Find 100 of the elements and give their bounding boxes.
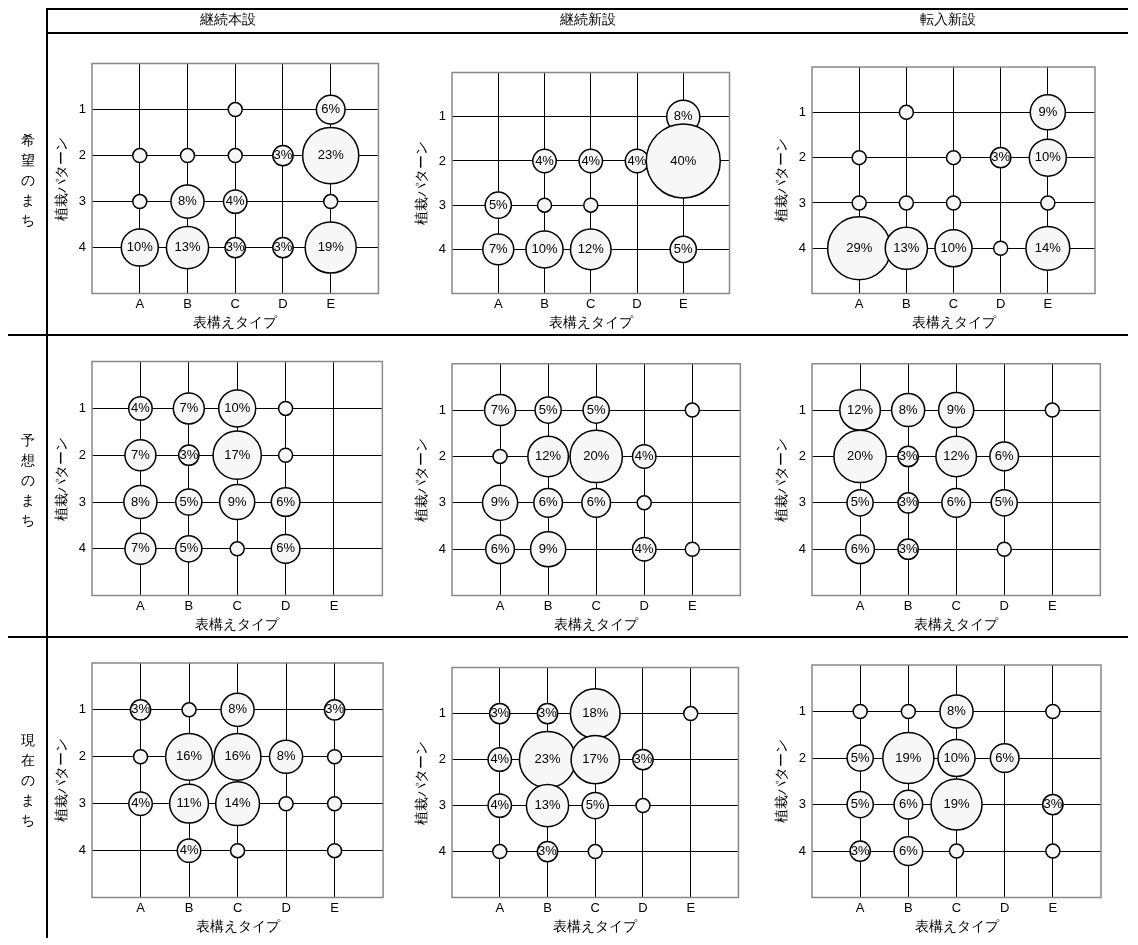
data-label: 12% [535, 448, 562, 464]
data-label: 6% [586, 494, 607, 510]
data-label: 5% [179, 493, 199, 509]
x-tick-label: C [232, 899, 243, 915]
data-label: 20% [847, 448, 874, 464]
y-axis-title: 植栽パターン [413, 740, 430, 825]
data-label: 6% [321, 101, 341, 117]
data-label: 3% [898, 540, 918, 556]
data-label: 6% [994, 448, 1015, 464]
data-label: 16% [224, 748, 252, 764]
x-axis-title: 表構えタイプ [553, 918, 639, 935]
x-tick-label: A [854, 295, 864, 311]
y-axis-title: 植栽パターン [413, 437, 430, 522]
data-label: 8% [178, 193, 198, 209]
data-label: 4% [535, 152, 555, 168]
x-tick-label: B [184, 899, 194, 915]
data-label: 3% [538, 705, 558, 721]
y-tick-label: 2 [798, 749, 807, 765]
data-label: 7% [179, 399, 199, 415]
data-label: 7% [131, 540, 151, 556]
data-label: 9% [1038, 103, 1058, 119]
y-tick-label: 4 [78, 239, 87, 255]
data-label: 3% [898, 448, 918, 464]
category-label: 継続本設 [199, 10, 257, 29]
x-tick-label: B [184, 597, 194, 613]
x-axis-title: 表構えタイプ [554, 616, 640, 633]
data-label: 7% [131, 446, 151, 462]
category-label: 継続新設 [559, 10, 617, 29]
data-label: 5% [585, 797, 606, 813]
y-tick-label: 2 [438, 152, 447, 168]
x-tick-label: D [632, 295, 642, 311]
data-label: 6% [276, 540, 296, 556]
x-tick-label: D [278, 295, 288, 311]
data-label: 17% [224, 446, 251, 462]
data-label: 12% [943, 448, 970, 464]
data-label: 6% [898, 796, 919, 812]
x-tick-label: A [135, 295, 145, 311]
y-tick-label: 2 [798, 149, 807, 165]
data-label: 19% [317, 239, 345, 255]
x-tick-label: D [638, 899, 648, 915]
data-label: 23% [317, 147, 345, 163]
x-tick-label: A [136, 597, 146, 613]
y-tick-label: 4 [798, 540, 807, 556]
data-label: 12% [847, 401, 874, 417]
data-label: 12% [577, 240, 605, 256]
data-label: 3% [225, 239, 246, 255]
y-tick-label: 4 [438, 240, 447, 256]
x-axis-title: 表構えタイプ [911, 314, 997, 331]
x-tick-label: D [999, 597, 1009, 613]
data-label: 3% [991, 149, 1011, 165]
data-label: 9% [538, 540, 558, 556]
data-label: 10% [531, 240, 558, 256]
x-axis-title: 表構えタイプ [195, 616, 281, 633]
data-label: 10% [943, 749, 970, 765]
x-tick-label: B [903, 597, 913, 613]
x-tick-label: D [281, 899, 291, 915]
data-label: 5% [850, 749, 871, 765]
x-tick-label: B [904, 899, 913, 915]
x-tick-label: A [493, 295, 503, 311]
x-tick-label: E [326, 295, 336, 311]
data-label: 3% [325, 701, 345, 717]
x-tick-label: A [495, 597, 505, 613]
y-axis-title: 植栽パターン [53, 436, 70, 521]
data-label: 5% [179, 540, 199, 556]
y-tick-label: 3 [798, 194, 807, 210]
x-tick-label: E [329, 597, 339, 613]
data-label: 4% [225, 193, 246, 209]
y-tick-label: 1 [438, 705, 447, 721]
x-tick-label: B [540, 295, 549, 311]
x-tick-label: B [902, 295, 911, 311]
x-tick-label: D [999, 899, 1010, 915]
data-label: 5% [850, 796, 871, 812]
y-tick-label: 3 [798, 494, 807, 510]
data-label: 9% [227, 493, 248, 509]
y-tick-label: 1 [798, 401, 807, 417]
x-tick-label: D [995, 295, 1006, 311]
x-tick-label: E [687, 597, 697, 613]
data-label: 16% [176, 748, 203, 764]
y-tick-label: 3 [438, 797, 447, 813]
x-tick-label: C [948, 295, 959, 311]
data-label: 8% [276, 748, 296, 764]
data-label: 18% [582, 705, 609, 721]
y-tick-label: 3 [798, 796, 807, 812]
data-label: 10% [1034, 149, 1062, 165]
data-label: 13% [893, 239, 920, 255]
x-tick-label: E [330, 899, 340, 915]
x-tick-label: B [543, 597, 553, 613]
data-label: 8% [898, 401, 918, 417]
data-label: 5% [488, 196, 509, 212]
y-axis-title: 植栽パターン [773, 739, 790, 824]
x-tick-label: C [951, 597, 961, 613]
x-tick-label: E [1043, 295, 1053, 311]
data-label: 19% [895, 749, 922, 765]
y-tick-label: 1 [438, 108, 447, 124]
data-label: 4% [634, 540, 655, 556]
data-label: 8% [131, 493, 151, 509]
y-axis-title: 植栽パターン [413, 141, 430, 226]
data-label: 13% [174, 239, 201, 255]
x-axis-title: 表構えタイプ [914, 616, 1000, 633]
y-tick-label: 4 [438, 540, 447, 556]
